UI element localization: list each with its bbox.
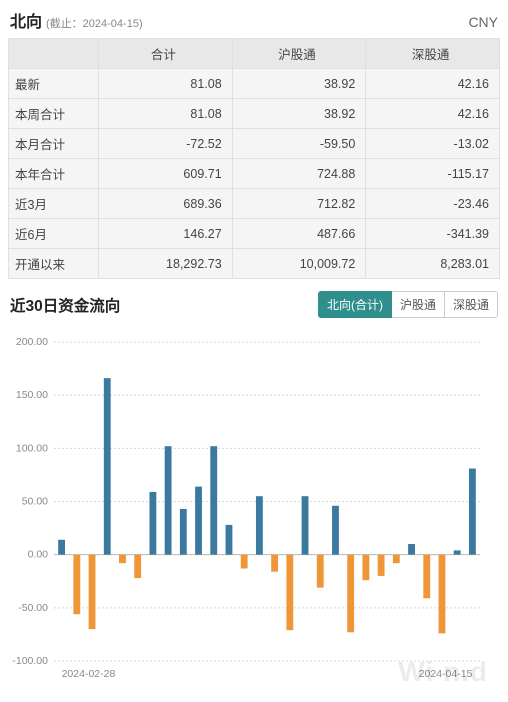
table-row: 近3月689.36712.82-23.46 — [9, 189, 500, 219]
chart-tab[interactable]: 深股通 — [445, 291, 498, 318]
bar — [104, 378, 111, 555]
cell-value: -72.52 — [99, 129, 233, 159]
bar — [134, 555, 141, 578]
cell-value: 18,292.73 — [99, 249, 233, 279]
svg-text:2024-04-15: 2024-04-15 — [419, 668, 473, 680]
currency-label: CNY — [468, 14, 498, 30]
bar — [317, 555, 324, 588]
bar — [226, 525, 233, 555]
bar — [454, 550, 461, 554]
table-body: 最新81.0838.9242.16本周合计81.0838.9242.16本月合计… — [9, 69, 500, 279]
bar — [286, 555, 293, 630]
bar — [362, 555, 369, 581]
table-col-header: 合计 — [99, 39, 233, 69]
bar — [73, 555, 80, 615]
bar — [469, 469, 476, 555]
bar — [195, 487, 202, 555]
bar — [180, 509, 187, 555]
cell-value: 689.36 — [99, 189, 233, 219]
cell-value: 38.92 — [232, 99, 366, 129]
cell-value: 42.16 — [366, 99, 500, 129]
svg-text:2024-02-28: 2024-02-28 — [62, 668, 116, 680]
svg-text:150.00: 150.00 — [16, 389, 48, 401]
chart-section-header: 近30日资金流向 北向(合计)沪股通深股通 — [0, 279, 508, 324]
table-row: 本周合计81.0838.9242.16 — [9, 99, 500, 129]
cell-value: 38.92 — [232, 69, 366, 99]
bar — [423, 555, 430, 599]
bar — [256, 496, 263, 554]
cell-value: 724.88 — [232, 159, 366, 189]
bar — [149, 492, 156, 555]
svg-text:200.00: 200.00 — [16, 336, 48, 348]
svg-text:100.00: 100.00 — [16, 442, 48, 454]
table-row: 开通以来18,292.7310,009.728,283.01 — [9, 249, 500, 279]
cell-value: -23.46 — [366, 189, 500, 219]
summary-table: 合计沪股通深股通 最新81.0838.9242.16本周合计81.0838.92… — [8, 38, 500, 279]
chart-tabs: 北向(合计)沪股通深股通 — [318, 291, 498, 318]
cell-value: 42.16 — [366, 69, 500, 99]
chart-container: -100.00 -50.00 0.00 50.00 100.00 150.00 200.00… — [0, 324, 508, 702]
bar — [119, 555, 126, 564]
bar — [241, 555, 248, 569]
row-label: 近3月 — [9, 189, 99, 219]
table-row: 近6月146.27487.66-341.39 — [9, 219, 500, 249]
cell-value: 81.08 — [99, 69, 233, 99]
row-label: 近6月 — [9, 219, 99, 249]
svg-text:-100.00: -100.00 — [12, 655, 48, 667]
cell-value: -341.39 — [366, 219, 500, 249]
cell-value: 10,009.72 — [232, 249, 366, 279]
bar — [393, 555, 400, 564]
bar — [378, 555, 385, 576]
svg-text:-50.00: -50.00 — [18, 602, 48, 614]
cell-value: 712.82 — [232, 189, 366, 219]
table-header-row: 合计沪股通深股通 — [9, 39, 500, 69]
table-col-header: 沪股通 — [232, 39, 366, 69]
page-title: 北向 — [10, 8, 42, 32]
cell-value: -59.50 — [232, 129, 366, 159]
row-label: 本年合计 — [9, 159, 99, 189]
cell-value: -115.17 — [366, 159, 500, 189]
row-label: 最新 — [9, 69, 99, 99]
chart-title: 近30日资金流向 — [10, 294, 120, 316]
row-label: 开通以来 — [9, 249, 99, 279]
cell-value: 487.66 — [232, 219, 366, 249]
capital-flow-bar-chart: -100.00 -50.00 0.00 50.00 100.00 150.00 200.00… — [8, 334, 488, 689]
chart-tab[interactable]: 沪股通 — [392, 291, 445, 318]
svg-text:50.00: 50.00 — [22, 496, 48, 508]
header: 北向 (截止：2024-04-15) CNY — [0, 0, 508, 38]
svg-text:0.00: 0.00 — [28, 549, 49, 561]
bar — [58, 540, 65, 555]
bar — [439, 555, 446, 634]
chart-tab[interactable]: 北向(合计) — [318, 291, 392, 318]
bars — [58, 378, 476, 633]
cell-value: 81.08 — [99, 99, 233, 129]
as-of-date: (截止：2024-04-15) — [46, 15, 143, 31]
table-row: 本年合计609.71724.88-115.17 — [9, 159, 500, 189]
cell-value: 609.71 — [99, 159, 233, 189]
summary-table-wrap: 合计沪股通深股通 最新81.0838.9242.16本周合计81.0838.92… — [0, 38, 508, 279]
bar — [347, 555, 354, 633]
bar — [165, 446, 172, 554]
table-col-header: 深股通 — [366, 39, 500, 69]
table-col-header — [9, 39, 99, 69]
bar — [302, 496, 309, 554]
bar — [271, 555, 278, 572]
row-label: 本周合计 — [9, 99, 99, 129]
table-row: 最新81.0838.9242.16 — [9, 69, 500, 99]
table-row: 本月合计-72.52-59.50-13.02 — [9, 129, 500, 159]
bar — [408, 544, 415, 555]
bar — [89, 555, 96, 629]
bar — [332, 506, 339, 555]
row-label: 本月合计 — [9, 129, 99, 159]
cell-value: 146.27 — [99, 219, 233, 249]
cell-value: 8,283.01 — [366, 249, 500, 279]
cell-value: -13.02 — [366, 129, 500, 159]
bar — [210, 446, 217, 554]
